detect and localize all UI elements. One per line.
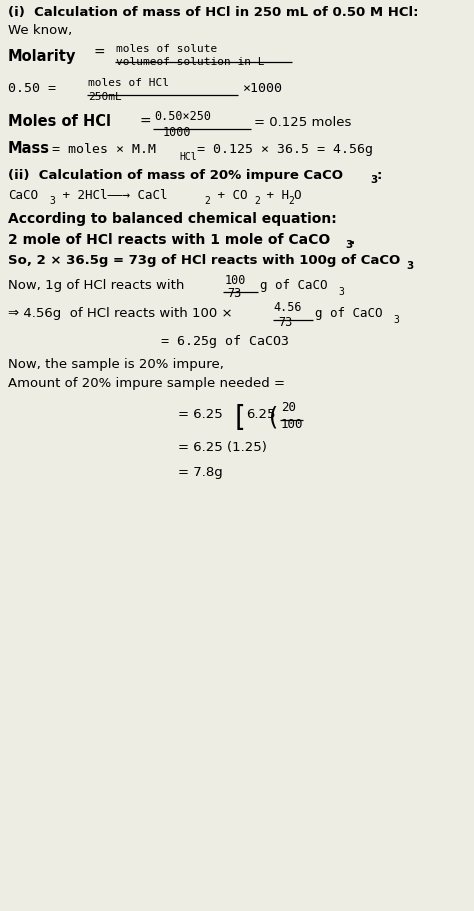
Text: CaCO: CaCO [8, 189, 38, 201]
Text: 3: 3 [393, 314, 399, 324]
Text: 2: 2 [255, 196, 260, 206]
Text: .: . [349, 232, 355, 246]
Text: Molarity: Molarity [8, 49, 76, 64]
Text: 3: 3 [407, 261, 414, 271]
Text: 0.50×250: 0.50×250 [154, 110, 211, 123]
Text: 1000: 1000 [163, 126, 191, 138]
Text: ⇒ 4.56g  of HCl reacts with 100 ×: ⇒ 4.56g of HCl reacts with 100 × [8, 307, 233, 320]
Text: moles of HCl: moles of HCl [88, 77, 169, 87]
Text: So, 2 × 36.5g = 73g of HCl reacts with 100g of CaCO: So, 2 × 36.5g = 73g of HCl reacts with 1… [8, 254, 401, 267]
Text: 2: 2 [288, 196, 294, 206]
Text: O: O [293, 189, 301, 201]
Text: =: = [140, 115, 152, 128]
Text: 2 mole of HCl reacts with 1 mole of CaCO: 2 mole of HCl reacts with 1 mole of CaCO [8, 232, 330, 246]
Text: [: [ [235, 404, 246, 431]
Text: 3: 3 [50, 196, 55, 206]
Text: + H: + H [259, 189, 289, 201]
Text: According to balanced chemical equation:: According to balanced chemical equation: [8, 211, 337, 225]
Text: 2: 2 [205, 196, 210, 206]
Text: = 6.25 (1.25): = 6.25 (1.25) [178, 440, 266, 453]
Text: 100: 100 [224, 273, 246, 286]
Text: 6.25: 6.25 [246, 407, 276, 420]
Text: g of CaCO: g of CaCO [315, 307, 383, 320]
Text: Mass: Mass [8, 141, 50, 156]
Text: Now, 1g of HCl reacts with: Now, 1g of HCl reacts with [8, 279, 184, 292]
Text: = moles × M.M: = moles × M.M [52, 143, 156, 156]
Text: 20: 20 [281, 401, 296, 414]
Text: 100: 100 [280, 417, 302, 430]
Text: 3: 3 [346, 240, 353, 250]
Text: volumeof solution in L: volumeof solution in L [116, 56, 264, 67]
Text: Moles of HCl: Moles of HCl [8, 114, 111, 128]
Text: (: ( [269, 405, 278, 429]
Text: 73: 73 [227, 287, 241, 300]
Text: =: = [93, 46, 105, 59]
Text: 3: 3 [338, 286, 344, 296]
Text: Amount of 20% impure sample needed =: Amount of 20% impure sample needed = [8, 376, 285, 389]
Text: We know,: We know, [8, 24, 73, 36]
Text: = 7.8g: = 7.8g [178, 466, 222, 478]
Text: = 6.25: = 6.25 [178, 407, 222, 420]
Text: 73: 73 [278, 316, 292, 329]
Text: 0.50 =: 0.50 = [8, 82, 56, 95]
Text: Now, the sample is 20% impure,: Now, the sample is 20% impure, [8, 357, 224, 370]
Text: (ii)  Calculation of mass of 20% impure CaCO: (ii) Calculation of mass of 20% impure C… [8, 169, 343, 181]
Text: = 0.125 moles: = 0.125 moles [254, 116, 351, 128]
Text: g of CaCO: g of CaCO [260, 279, 328, 292]
Text: 3: 3 [371, 175, 378, 185]
Text: + CO: + CO [210, 189, 247, 201]
Text: (i)  Calculation of mass of HCl in 250 mL of 0.50 M HCl:: (i) Calculation of mass of HCl in 250 mL… [8, 6, 419, 19]
Text: = 0.125 × 36.5 = 4.56g: = 0.125 × 36.5 = 4.56g [197, 143, 373, 156]
Text: ×1000: ×1000 [242, 82, 282, 95]
Text: moles of solute: moles of solute [116, 44, 218, 54]
Text: HCl: HCl [179, 151, 197, 161]
Text: 250mL: 250mL [88, 92, 121, 102]
Text: = 6.25g of CaCO3: = 6.25g of CaCO3 [161, 334, 289, 347]
Text: + 2HCl——→ CaCl: + 2HCl——→ CaCl [55, 189, 167, 201]
Text: :: : [377, 169, 382, 181]
Text: 4.56: 4.56 [273, 301, 302, 313]
